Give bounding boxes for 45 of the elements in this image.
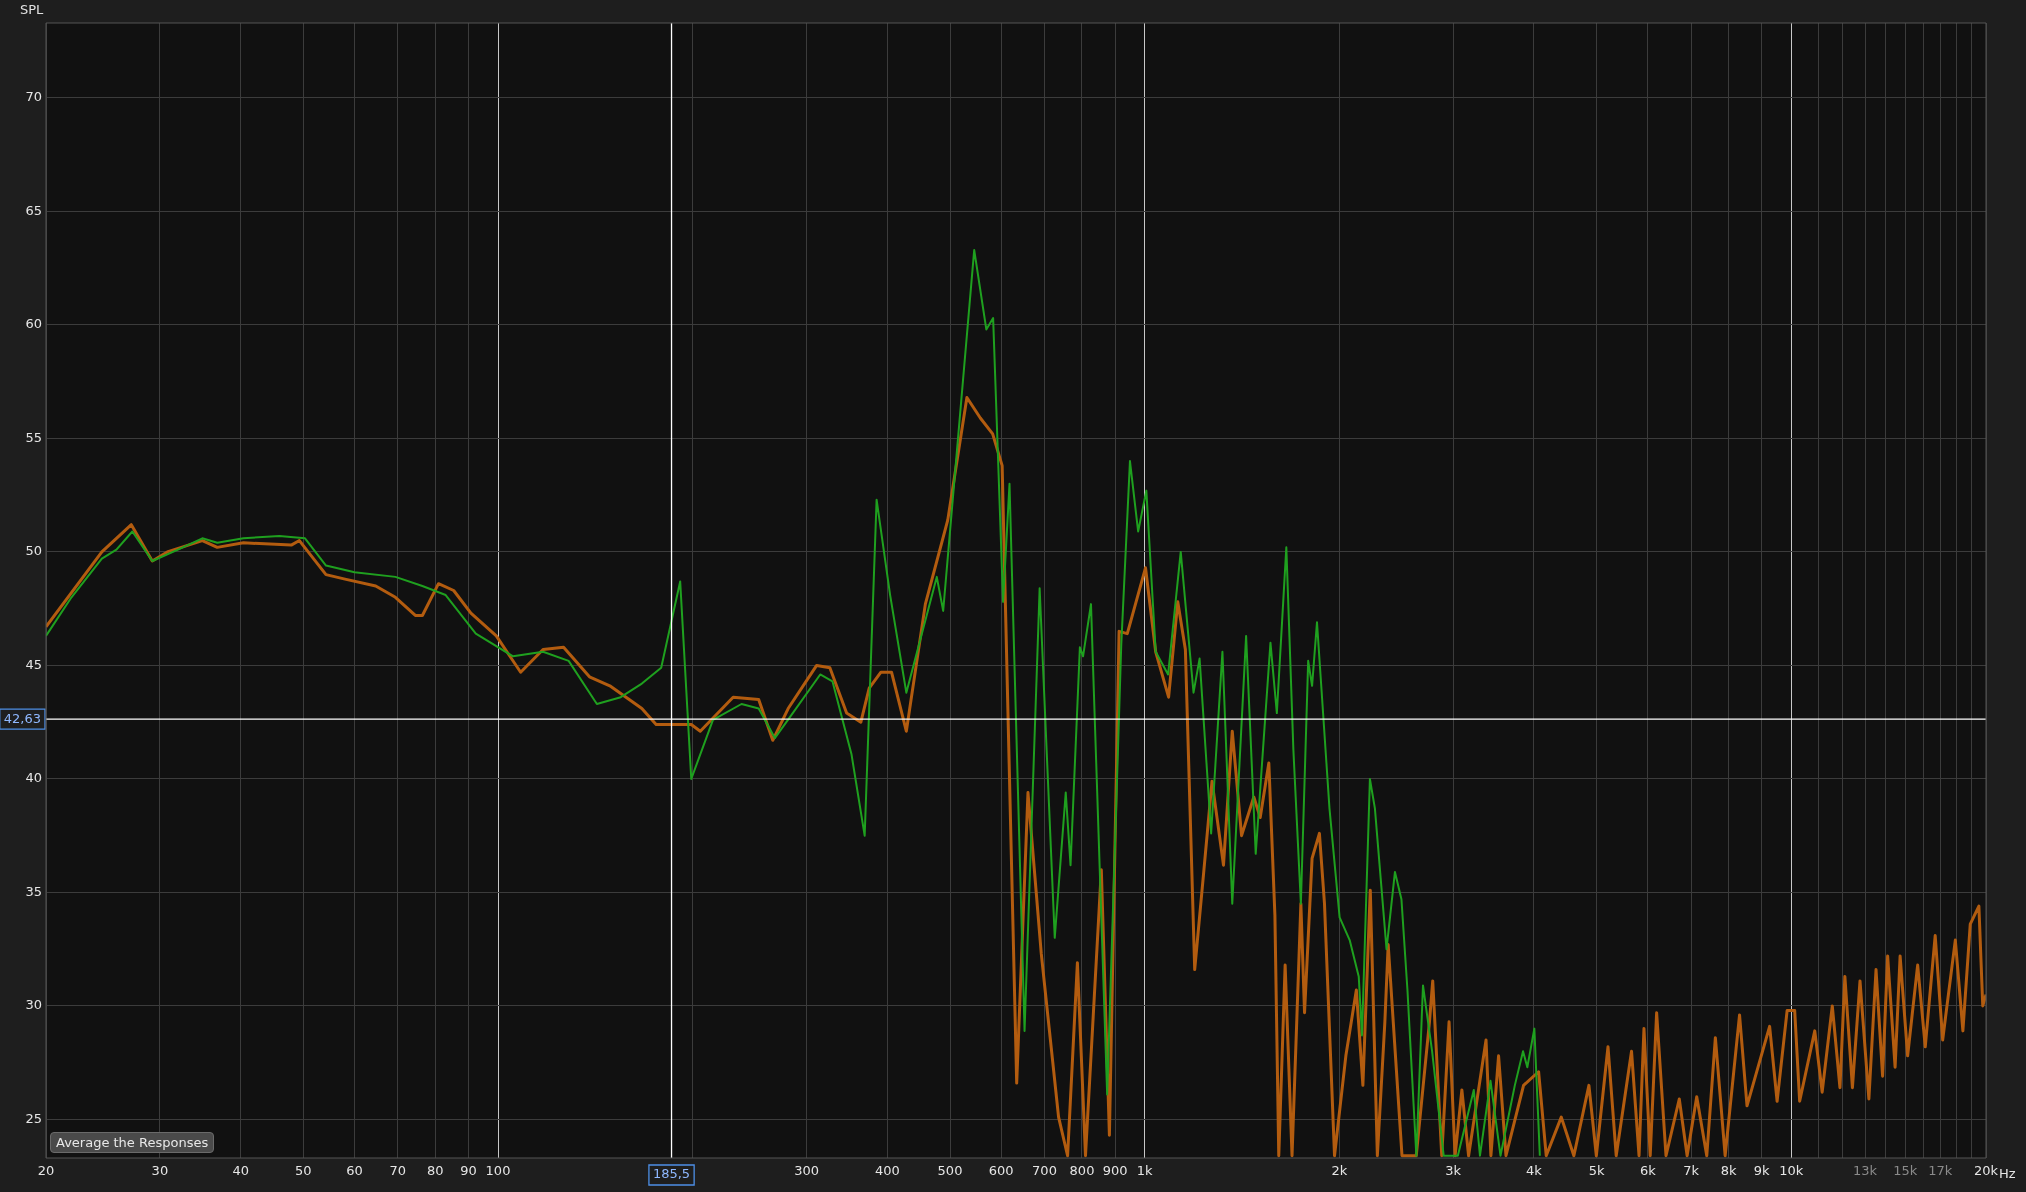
x-tick-label: 20k xyxy=(1973,1163,1999,1179)
x-tick-label: 20 xyxy=(37,1163,55,1179)
x-tick-label: 30 xyxy=(151,1163,169,1179)
x-tick-label: 500 xyxy=(937,1163,963,1179)
x-tick-label: 7k xyxy=(1683,1163,1700,1179)
x-tick-label: 17k xyxy=(1928,1163,1953,1179)
x-tick-label: 800 xyxy=(1069,1163,1095,1179)
y-tick-label: 35 xyxy=(25,883,42,899)
x-tick-label: 700 xyxy=(1032,1163,1057,1179)
y-axis-title: SPL xyxy=(20,2,45,18)
x-tick-label: 4k xyxy=(1526,1163,1543,1179)
y-tick-label: 30 xyxy=(25,997,42,1013)
x-tick-label: 50 xyxy=(295,1163,312,1179)
x-tick-label: 60 xyxy=(346,1163,363,1179)
x-tick-label: 70 xyxy=(389,1163,407,1179)
x-tick-label: 400 xyxy=(874,1163,900,1179)
x-tick-label: 80 xyxy=(427,1163,444,1179)
x-tick-label: 100 xyxy=(485,1163,511,1179)
x-tick-label: 90 xyxy=(460,1163,477,1179)
x-tick-label: 300 xyxy=(794,1163,819,1179)
y-tick-label: 40 xyxy=(25,770,42,786)
x-tick-label: 40 xyxy=(232,1163,249,1179)
x-tick-label: 9k xyxy=(1753,1163,1771,1179)
ref-line-label: 185,5 xyxy=(652,1166,691,1182)
y-tick-label: 25 xyxy=(25,1110,42,1126)
y-tick-label: 70 xyxy=(25,89,42,105)
x-tick-label: 13k xyxy=(1852,1163,1878,1179)
x-tick-label: 6k xyxy=(1639,1163,1657,1179)
x-tick-label: 8k xyxy=(1720,1163,1738,1179)
x-tick-label: 900 xyxy=(1102,1163,1128,1179)
x-tick-label: 5k xyxy=(1588,1163,1606,1179)
x-tick-label: 3k xyxy=(1445,1163,1462,1179)
y-tick-label: 60 xyxy=(25,316,42,332)
y-tick-label: 65 xyxy=(25,202,42,218)
ref-line-label: 42,63 xyxy=(3,710,41,726)
y-tick-label: 50 xyxy=(25,543,42,559)
x-tick-label: 10k xyxy=(1779,1163,1804,1179)
button: Average the Responses xyxy=(50,1132,215,1153)
x-tick-label: 2k xyxy=(1331,1163,1348,1179)
x-tick-label: 1k xyxy=(1136,1163,1154,1179)
x-tick-label: 15k xyxy=(1893,1163,1918,1179)
x-tick-label: 600 xyxy=(988,1163,1014,1179)
y-tick-label: 45 xyxy=(25,656,42,672)
y-tick-label: 55 xyxy=(25,429,42,445)
x-axis-title: Hz xyxy=(1999,1166,2016,1182)
